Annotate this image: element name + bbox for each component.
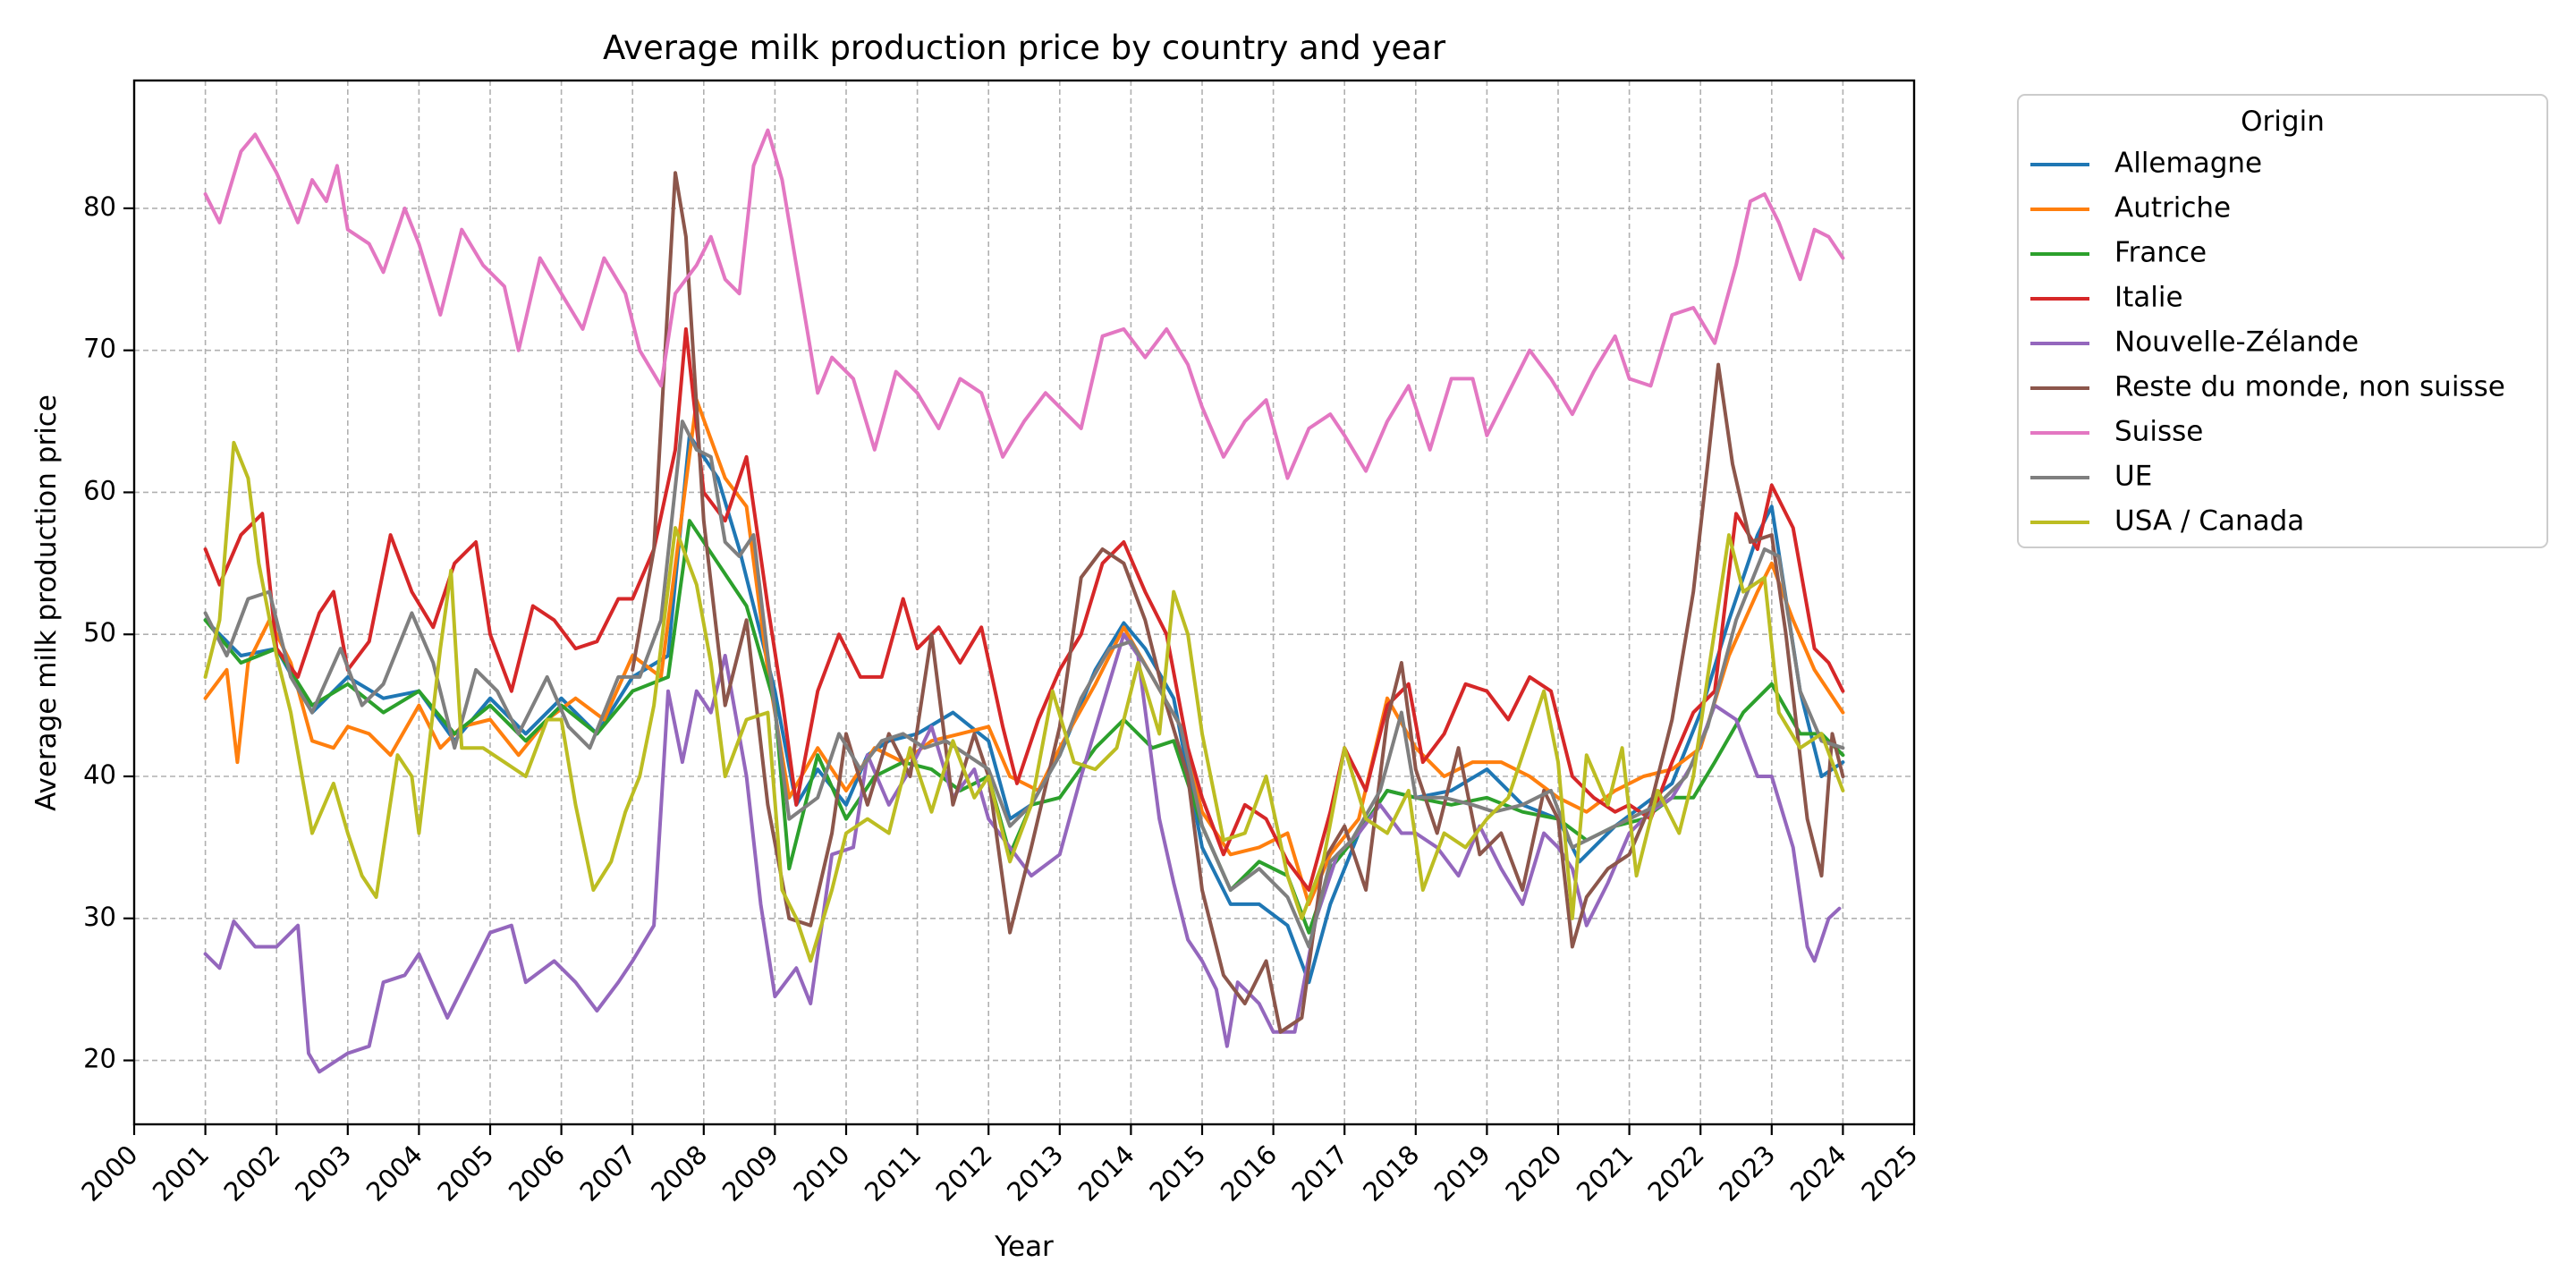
legend-item-allemagne: Allemagne xyxy=(2030,148,2262,180)
legend-label: France xyxy=(2114,237,2207,269)
legend-item-ue: UE xyxy=(2030,461,2152,493)
legend-label: USA / Canada xyxy=(2114,505,2304,538)
y-tick-label: 40 xyxy=(83,759,116,790)
legend-item-autriche: Autriche xyxy=(2030,192,2231,225)
series-line-nouvelle-zelande xyxy=(203,632,1842,1074)
legend-items: Allemagne Autriche France Italie Nouvelle-Zé… xyxy=(2030,148,2505,538)
y-tick-label: 70 xyxy=(83,334,116,364)
legend-item-usa-canada: USA / Canada xyxy=(2030,505,2304,538)
series-line-italie xyxy=(203,326,1845,892)
series-line-usa-canada xyxy=(203,440,1845,963)
legend-item-reste-du-monde-non-suisse: Reste du monde, non suisse xyxy=(2030,371,2505,403)
y-tick-label: 80 xyxy=(83,191,116,222)
legend-title: Origin xyxy=(2241,106,2325,138)
y-tick-label: 20 xyxy=(83,1044,116,1074)
legend-label: Italie xyxy=(2114,282,2183,314)
y-tick-label: 60 xyxy=(83,475,116,505)
series-line-suisse xyxy=(203,128,1845,480)
legend-label: Reste du monde, non suisse xyxy=(2114,371,2505,403)
legend-label: Autriche xyxy=(2114,192,2231,225)
y-axis-label: Average milk production price xyxy=(30,394,63,811)
legend-label: UE xyxy=(2114,461,2152,493)
x-axis-label: Year xyxy=(994,1231,1054,1263)
series-line-ue xyxy=(203,419,1845,949)
legend-item-italie: Italie xyxy=(2030,282,2183,314)
series-lines xyxy=(203,128,1845,1074)
chart-title: Average milk production price by country… xyxy=(603,29,1446,67)
legend-label: Suisse xyxy=(2114,416,2203,448)
legend-item-suisse: Suisse xyxy=(2030,416,2203,448)
plot-frame xyxy=(132,79,1916,1126)
legend-label: Nouvelle-Zélande xyxy=(2114,326,2359,359)
legend-item-nouvelle-zelande: Nouvelle-Zélande xyxy=(2030,326,2359,359)
legend: Origin Allemagne Autriche France Italie Nouv… xyxy=(2017,94,2548,548)
series-line-autriche xyxy=(203,398,1845,906)
legend-box xyxy=(2017,94,2548,548)
legend-label: Allemagne xyxy=(2114,148,2262,180)
y-tick-label: 50 xyxy=(83,617,116,648)
series-line-reste-du-monde-non-suisse xyxy=(631,171,1845,1034)
y-axis-ticks: 20 30 40 50 60 70 80 xyxy=(83,191,134,1074)
legend-item-france: France xyxy=(2030,237,2207,269)
y-tick-label: 30 xyxy=(83,902,116,932)
